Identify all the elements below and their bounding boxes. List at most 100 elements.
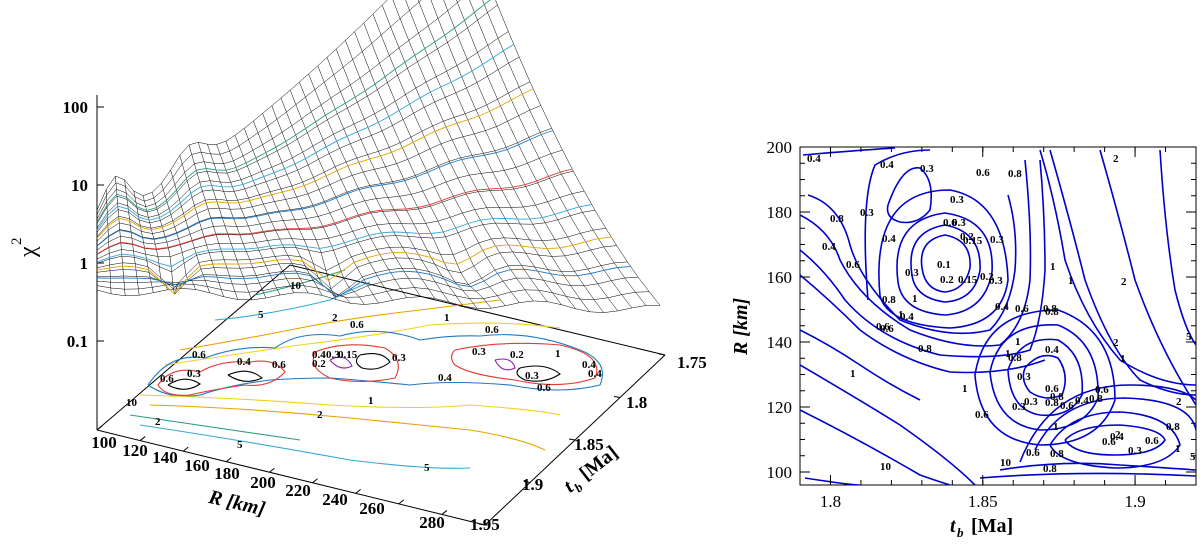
mesh-line [97,82,530,237]
floor-contour-line [148,331,603,396]
x-axis-label: t b [Ma] [950,515,1013,540]
floor-contour-label: 0.4 [588,368,602,380]
contour-label: 1 [1050,261,1056,273]
r-tick [226,458,231,462]
floor-contour-line [158,361,285,395]
r-tick-label: 240 [322,490,348,509]
contour-label: 2 [1113,153,1119,165]
mesh-line [189,145,238,300]
contour-lines [800,148,1196,485]
contour-label: 1 [1120,353,1126,365]
floor-contour-label: 1 [368,395,374,407]
contour-label: 2 [1121,276,1127,288]
tb-tick [614,397,620,398]
contour-label: 5 [1190,451,1196,463]
floor-contour-label: 0.6 [192,349,206,361]
r-tick [313,479,318,483]
contour-label: 2 [1113,337,1119,349]
y-tick-label: 120 [767,398,793,417]
contour-line [800,160,1030,346]
contour-line [975,310,1115,445]
contour-line [980,473,1196,478]
contour-label: 0.4 [822,241,836,253]
floor-contour-line [180,300,500,350]
contour-label: 0.6 [846,259,860,271]
contour-label: 0.6 [1015,303,1029,315]
r-tick-label: 260 [359,499,385,518]
contour-label: 0.4 [995,301,1009,313]
contour-label: 0.8 [1166,421,1180,433]
floor-contour-label: 0.6 [160,373,174,385]
x-tick-label: 1.85 [968,492,998,511]
floor-contour-label: 2 [317,409,323,421]
contour-label: 0.8 [1008,168,1022,180]
contour-label: 0.4 [880,159,894,171]
contour-line [1100,150,1196,405]
contour-chart: 0.4 0.4 0.3 0.6 0.820.30.40.60.30.30.20.15 0.… [730,138,1196,540]
contour-label: 0.3 [920,163,934,175]
mesh-line [97,106,541,242]
floor-contour-label: 2 [155,416,161,428]
z-tick-label: 1 [80,254,89,273]
r-tick [269,468,274,472]
mesh-line [97,0,476,215]
floor-contour-label: 0.6 [537,382,551,394]
contour-label: 0.8 [1043,463,1057,475]
plot-frame [800,147,1196,485]
z-axis-label-chi: χ [15,246,41,258]
tb-tick [659,354,665,355]
contour-label: 5 [1186,331,1192,343]
r-ticks [97,426,490,525]
contour-label: 0.15 [963,235,983,247]
contour-line [800,410,950,485]
mesh-line [235,135,308,293]
r-tick-labels: 100 120 140 160 180 200 220 240 260 280 [91,433,445,532]
floor-contour-line [356,354,390,370]
floor-contour-label: 10 [126,397,138,409]
x-axis-label-t: t [950,515,957,537]
contour-label: 0.4 [1045,344,1059,356]
floor-contour-line [150,405,545,450]
x-axis-label-sub: b [957,525,964,540]
contour-label: 0.2 [940,274,954,286]
z-axis-label-sup: 2 [9,238,25,246]
contour-label: 1 [898,309,904,321]
floor-contour-label: 0.3 [392,352,406,364]
contour-label: 0.8 [882,294,896,306]
floor-contour-labels: 10 5 2 1 0.6 0.4 0.3 0.15 0.2 0.3 0.4 0.… [126,280,602,474]
contour-label: 0.4 [1075,395,1089,407]
contour-label: 0.8 [1045,306,1059,318]
floor-contour-label: 1 [555,348,561,360]
floor-contour-label: 0.4 [237,356,251,368]
floor-contour-label: 0.3 [187,368,201,380]
contour-line [800,330,920,400]
z-tick-labels: 100 10 1 0.1 [63,98,89,351]
mesh-line [355,32,492,309]
floor-contour-label: 0.6 [272,359,286,371]
mesh-line [456,0,646,306]
floor-contour-label: 0.3 [472,346,486,358]
contour-label: 0.8 [830,213,844,225]
contour-label: 0.6 [876,321,890,333]
surface-chart: 100 10 1 0.1 χ 2 100 120 140 160 180 200… [9,0,707,534]
r-tick [140,437,145,441]
contour-label: 0.8 [1050,448,1064,460]
mesh-line [97,262,628,297]
mesh-line [410,0,576,309]
tb-tick-label: 1.95 [470,515,500,534]
r-tick-label: 100 [91,433,117,452]
contour-label: 0.6 [976,167,990,179]
z-tick-label: 0.1 [67,332,88,351]
contour-label: 1 [962,383,968,395]
mesh-line [401,0,562,305]
floor-contour-label: 0.4 [438,372,452,384]
mesh-line [97,57,519,232]
r-tick-label: 200 [250,473,276,492]
floor-edge-left [97,430,485,525]
contour-label: 0.6 [1145,435,1159,447]
mesh-line [447,0,632,308]
x-tick-label: 1.9 [1124,492,1145,511]
contour-label: 0.3 [1128,445,1142,457]
floor-contour-label: 5 [424,462,430,474]
contour-label: 0.3 [952,217,966,229]
